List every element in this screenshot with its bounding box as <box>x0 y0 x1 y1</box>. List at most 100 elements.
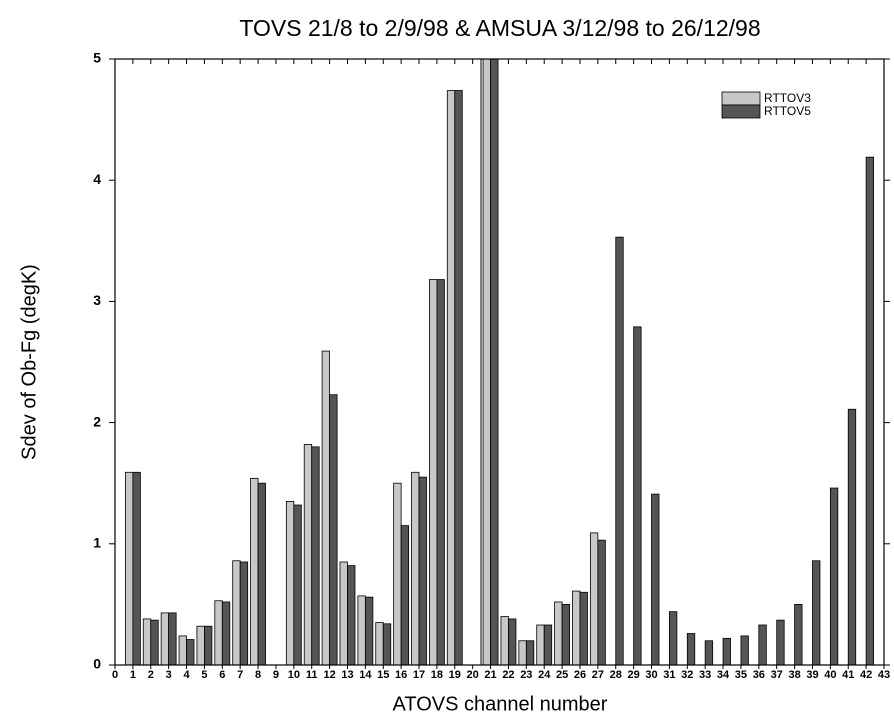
x-tick-label: 31 <box>663 669 675 681</box>
bar <box>776 619 785 666</box>
bar <box>124 471 134 666</box>
legend-label: RTTOV5 <box>764 104 811 118</box>
bar <box>554 601 563 666</box>
bar <box>847 408 857 666</box>
bar <box>794 604 803 666</box>
x-tick-label: 5 <box>201 669 207 681</box>
bar <box>339 561 348 666</box>
bar <box>436 279 445 666</box>
bar <box>500 616 509 666</box>
bar <box>221 601 231 666</box>
x-tick-label: 9 <box>273 669 279 681</box>
x-tick-label: 22 <box>502 669 514 681</box>
x-tick-label: 16 <box>395 669 407 681</box>
x-tick-label: 26 <box>574 669 586 681</box>
y-tick-label: 5 <box>93 50 101 66</box>
x-tick-label: 3 <box>166 669 172 681</box>
bar <box>758 624 767 666</box>
bar <box>311 446 320 666</box>
x-tick-label: 2 <box>148 669 154 681</box>
x-tick-label: 30 <box>645 669 657 681</box>
bar <box>168 612 177 666</box>
bar <box>257 482 266 666</box>
bar <box>686 633 696 666</box>
x-tick-label: 11 <box>306 669 318 681</box>
plot-frame <box>114 58 885 666</box>
bar <box>196 625 205 666</box>
y-tick-label: 2 <box>93 413 101 429</box>
x-tick-label: 34 <box>717 669 730 681</box>
bar <box>293 504 302 666</box>
bar <box>704 640 714 666</box>
x-tick-label: 37 <box>771 669 783 681</box>
bar <box>142 618 152 666</box>
bar <box>132 471 141 666</box>
x-tick-label: 15 <box>377 669 389 681</box>
bar <box>418 476 427 666</box>
bar <box>285 500 295 666</box>
bar <box>518 640 527 666</box>
x-tick-label: 25 <box>556 669 568 681</box>
bar <box>347 565 356 666</box>
bar <box>393 482 402 666</box>
x-tick-label: 21 <box>484 669 496 681</box>
x-tick-label: 35 <box>735 669 747 681</box>
x-tick-label: 17 <box>413 669 425 681</box>
bar <box>303 444 313 666</box>
x-tick-label: 43 <box>878 669 890 681</box>
bar <box>178 635 187 666</box>
y-axis-label: Sdev of Ob-Fg (degK) <box>18 264 40 460</box>
bar <box>536 624 545 666</box>
bar <box>812 560 821 666</box>
bar <box>329 394 338 666</box>
x-tick-label: 0 <box>112 669 118 681</box>
bar <box>204 625 213 666</box>
y-tick-label: 0 <box>93 656 101 672</box>
bar <box>400 525 410 666</box>
x-tick-label: 6 <box>219 669 225 681</box>
bar <box>543 624 553 666</box>
x-tick-label: 33 <box>699 669 711 681</box>
x-tick-label: 20 <box>467 669 479 681</box>
x-tick-label: 4 <box>183 669 190 681</box>
bar <box>561 604 570 666</box>
y-tick-label: 1 <box>93 535 101 551</box>
y-tick-label: 4 <box>93 171 101 187</box>
bar <box>429 279 438 666</box>
bar <box>232 560 241 666</box>
x-tick-label: 12 <box>323 669 335 681</box>
bar <box>597 539 606 666</box>
x-tick-label: 40 <box>824 669 836 681</box>
x-tick-label: 8 <box>255 669 261 681</box>
bar <box>250 477 259 666</box>
x-tick-label: 19 <box>449 669 461 681</box>
bar <box>150 619 159 666</box>
bar <box>446 90 456 666</box>
x-tick-label: 10 <box>288 669 300 681</box>
x-tick-label: 32 <box>681 669 693 681</box>
bar <box>508 618 517 666</box>
y-tick-label: 3 <box>93 292 101 308</box>
bar <box>411 471 420 666</box>
x-tick-label: 36 <box>753 669 765 681</box>
bar <box>651 493 660 666</box>
bar <box>615 236 624 666</box>
bar <box>482 58 491 666</box>
bar <box>589 532 599 666</box>
bar <box>321 350 331 666</box>
x-tick-label: 23 <box>520 669 532 681</box>
x-tick-label: 39 <box>806 669 818 681</box>
bar <box>375 622 384 666</box>
bar <box>668 611 678 666</box>
bar <box>214 600 223 666</box>
bar <box>572 590 581 666</box>
legend-swatch <box>721 104 761 119</box>
x-tick-label: 42 <box>860 669 872 681</box>
bar <box>160 612 170 666</box>
x-tick-label: 13 <box>341 669 353 681</box>
bar <box>525 640 535 666</box>
bar <box>454 90 463 666</box>
bar <box>364 596 374 666</box>
legend-swatch <box>721 91 761 106</box>
